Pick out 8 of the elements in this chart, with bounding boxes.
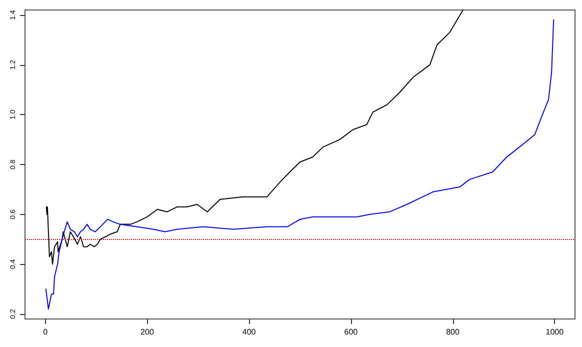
x-tick-label: 800 — [446, 328, 460, 336]
line-series — [45, 19, 554, 310]
x-tick-label: 0 — [43, 328, 48, 336]
line-series — [46, 10, 464, 265]
x-tick-label: 600 — [344, 328, 358, 336]
x-tick-label: 200 — [140, 328, 154, 336]
x-tick-label: 1000 — [546, 328, 564, 336]
x-tick-label: 400 — [242, 328, 256, 336]
